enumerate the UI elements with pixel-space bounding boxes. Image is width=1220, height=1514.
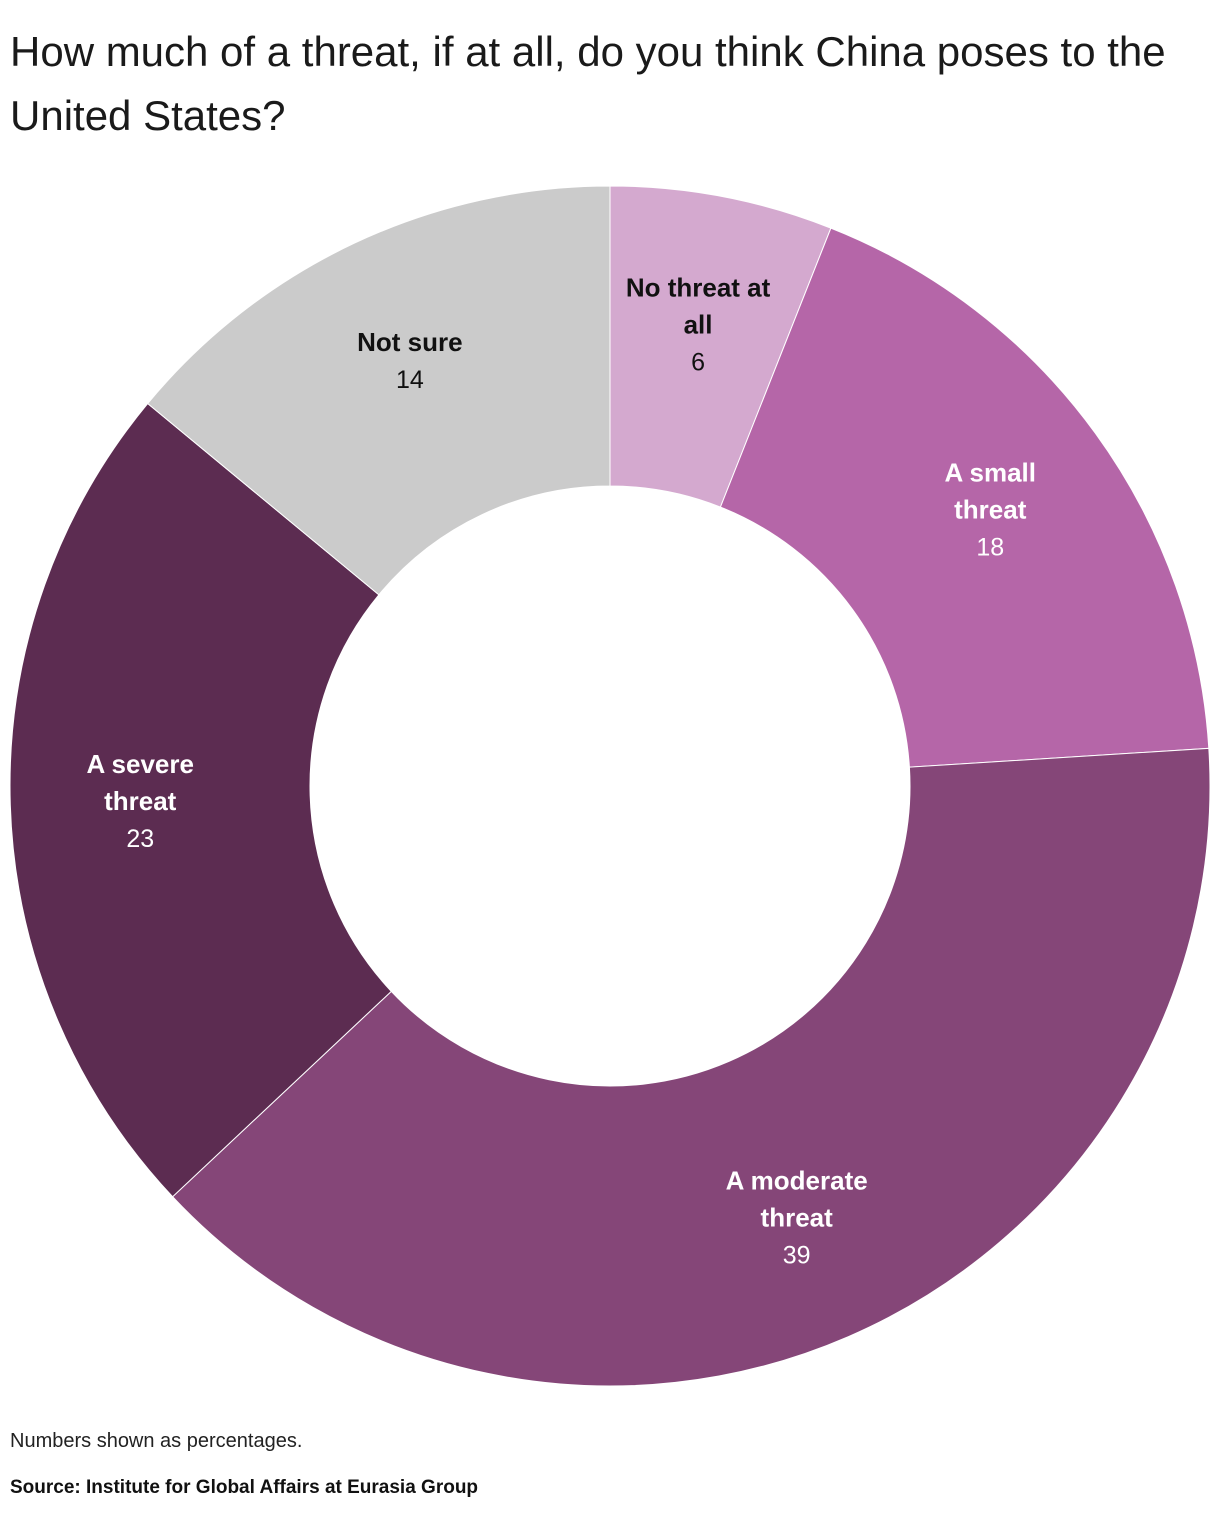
chart-title: How much of a threat, if at all, do you … (10, 28, 1166, 139)
slice-label-name: No threat at (626, 272, 771, 302)
slice-label: A moderate threat 39 (726, 1165, 868, 1269)
slice-label-name: A severe (87, 749, 194, 779)
slice-not-sure (146, 185, 611, 596)
donut-chart: No threat at all 6 A small threat 18 A moderat… (9, 185, 1211, 1387)
slice-label-value: 39 (783, 1241, 811, 1269)
slice-label-name: Not sure (357, 327, 462, 357)
slice-label-value: 23 (126, 825, 154, 853)
slice-label-value: 18 (976, 534, 1004, 562)
slice-label: A small threat 18 (944, 458, 1036, 562)
slice-a-severe-threat (9, 402, 393, 1198)
slice-label-name: all (684, 309, 713, 339)
source-line: Source: Institute for Global Affairs at … (10, 1477, 479, 1498)
slice-label-name: threat (104, 786, 177, 816)
slice-label-value: 14 (396, 366, 424, 394)
slice-label-name: threat (954, 495, 1027, 525)
slice-label-name: A small (944, 458, 1036, 488)
slice-label: Not sure 14 (357, 327, 462, 394)
slice-label-name: A moderate (726, 1165, 868, 1195)
slice-a-moderate-threat (171, 747, 1211, 1387)
slice-labels: No threat at all 6 A small threat 18 A moderat… (87, 272, 1036, 1269)
slice-label-value: 6 (691, 348, 705, 376)
slice-label-name: threat (761, 1202, 834, 1232)
footnote: Numbers shown as percentages. (10, 1430, 303, 1452)
slice-a-small-threat (719, 227, 1210, 768)
slice-label: No threat at all 6 (626, 272, 771, 376)
donut-slices (9, 185, 1211, 1387)
slice-label: A severe threat 23 (87, 749, 194, 853)
